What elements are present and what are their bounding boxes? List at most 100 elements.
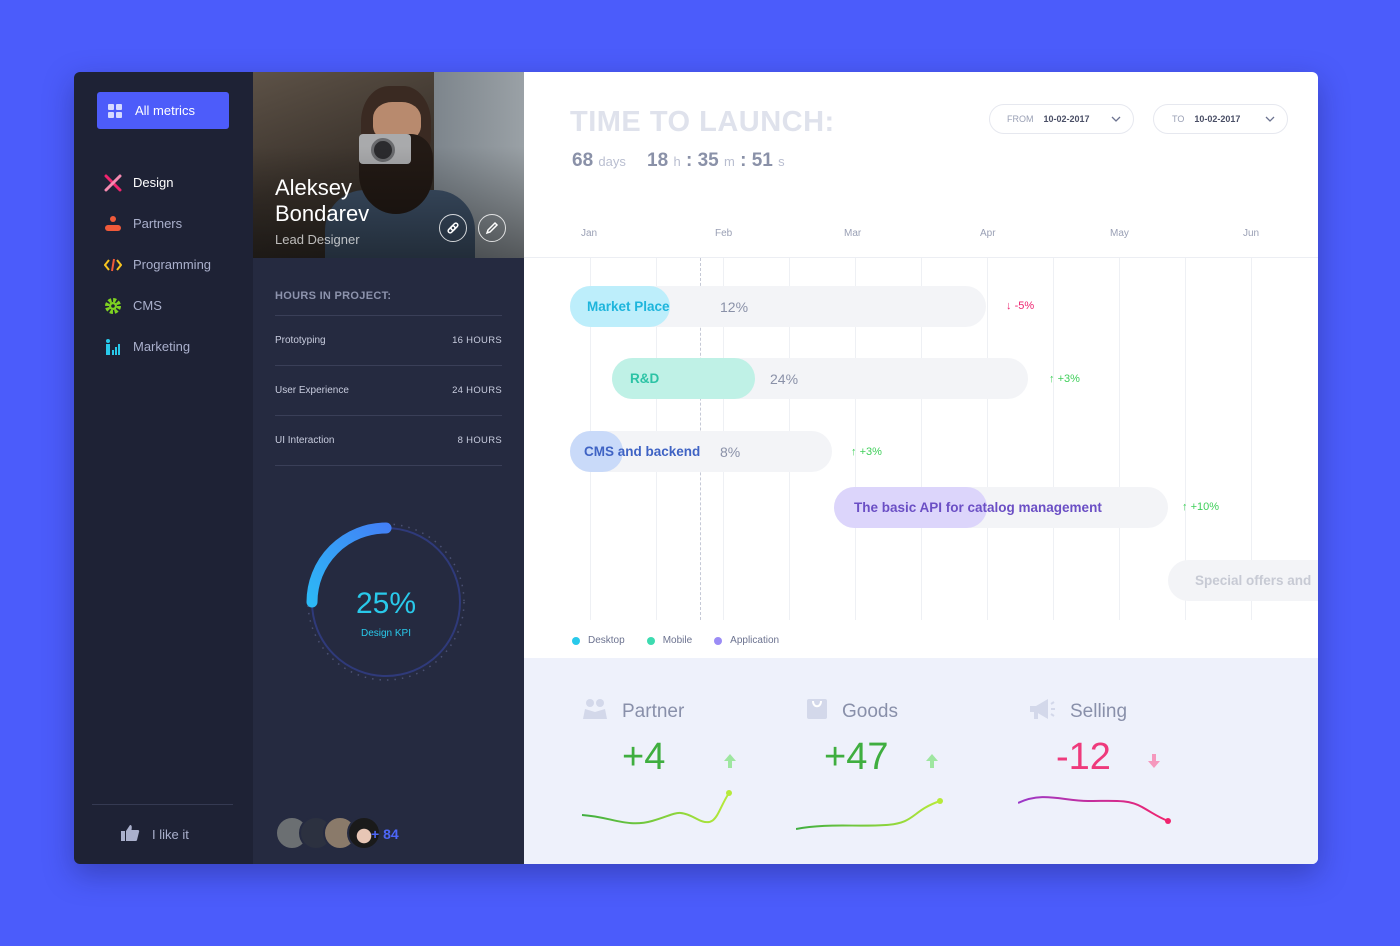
kpi-ring xyxy=(306,522,466,682)
chart-legend: Desktop Mobile Application xyxy=(572,635,801,646)
sidebar: All metrics Design Partners Programming xyxy=(74,72,253,864)
timeline-months: Jan Feb Mar Apr May Jun xyxy=(524,228,1318,242)
partners-icon xyxy=(104,215,122,233)
hours-value: 8 HOURS xyxy=(457,435,502,446)
all-metrics-label: All metrics xyxy=(135,103,195,118)
goods-sparkline xyxy=(796,798,943,830)
stat-goods: Goods +47 xyxy=(796,658,1016,864)
arrow-down-icon xyxy=(1148,754,1160,773)
partners-icon xyxy=(582,698,608,726)
pencil-icon xyxy=(485,221,499,235)
profile-name: Aleksey Bondarev xyxy=(275,175,370,226)
sidebar-item-partners[interactable]: Partners xyxy=(74,203,253,244)
chevron-down-icon xyxy=(1111,114,1121,124)
hours-title: HOURS IN PROJECT: xyxy=(275,290,392,302)
sidebar-item-label: Marketing xyxy=(133,339,191,354)
code-icon xyxy=(104,256,122,274)
arrow-up-icon: ↑ xyxy=(1182,501,1191,513)
dashboard-card: All metrics Design Partners Programming xyxy=(74,72,1318,864)
legend-item: Application xyxy=(714,635,779,646)
like-button[interactable]: I like it xyxy=(120,824,189,845)
task-delta: ↑ +10% xyxy=(1182,501,1220,513)
to-label: TO xyxy=(1172,114,1185,124)
hours-row: User Experience 24 HOURS xyxy=(275,365,502,415)
sidebar-item-design[interactable]: Design xyxy=(74,162,253,203)
task-name: Market Place xyxy=(587,299,670,314)
task-name: R&D xyxy=(630,371,660,386)
task-percent: 8% xyxy=(720,444,741,460)
arrow-down-icon: ↓ xyxy=(1006,300,1015,312)
arrow-up-icon: ↑ xyxy=(1049,373,1058,385)
sidebar-item-label: Programming xyxy=(133,257,212,272)
sidebar-item-label: Partners xyxy=(133,216,183,231)
members-more[interactable]: + 84 xyxy=(371,826,399,842)
stat-label: Partner xyxy=(622,701,685,722)
team-avatars[interactable] xyxy=(275,816,381,850)
sidebar-item-label: CMS xyxy=(133,298,162,313)
month-label: Apr xyxy=(980,228,996,239)
stat-selling: Selling -12 xyxy=(1018,658,1238,864)
legend-item: Desktop xyxy=(572,635,625,646)
edit-button[interactable] xyxy=(478,214,506,242)
thumbs-up-icon xyxy=(120,824,140,845)
profile-role: Lead Designer xyxy=(275,232,360,247)
hours-row: Prototyping 16 HOURS xyxy=(275,315,502,365)
from-date-select[interactable]: FROM 10-02-2017 xyxy=(989,104,1134,134)
month-label: Jan xyxy=(581,228,598,239)
sidebar-item-programming[interactable]: Programming xyxy=(74,244,253,285)
stat-value: -12 xyxy=(1056,736,1111,778)
shopping-bag-icon xyxy=(806,698,828,726)
link-icon xyxy=(447,222,459,234)
legend-item: Mobile xyxy=(646,635,692,646)
month-label: May xyxy=(1110,228,1129,239)
month-label: Mar xyxy=(844,228,862,239)
main-panel: TIME TO LAUNCH: 68 days 18 h : 35 m : 51… xyxy=(524,72,1318,864)
task-name: CMS and backend xyxy=(584,444,701,459)
profile-panel: Aleksey Bondarev Lead Designer HOURS IN … xyxy=(253,72,524,864)
megaphone-icon xyxy=(1028,698,1056,726)
hours-value: 24 HOURS xyxy=(452,385,502,396)
partner-sparkline xyxy=(581,790,732,825)
all-metrics-button[interactable]: All metrics xyxy=(97,92,229,129)
task-name: The basic API for catalog management xyxy=(854,500,1102,515)
kpi-label: Design KPI xyxy=(360,628,412,639)
timeline-axis xyxy=(524,257,1318,258)
hours-list: Prototyping 16 HOURS User Experience 24 … xyxy=(275,315,502,466)
arrow-up-icon xyxy=(926,754,938,773)
from-date: 10-02-2017 xyxy=(1043,114,1090,124)
sidebar-item-cms[interactable]: CMS xyxy=(74,285,253,326)
task-delta: ↑ +3% xyxy=(1049,373,1080,385)
sidebar-item-marketing[interactable]: Marketing xyxy=(74,326,253,367)
stat-partner: Partner +4 xyxy=(572,658,792,864)
hours-label: Prototyping xyxy=(275,335,326,346)
link-button[interactable] xyxy=(439,214,467,242)
sidebar-nav: Design Partners Programming CMS xyxy=(74,162,253,367)
design-tools-icon xyxy=(104,174,122,192)
arrow-up-icon xyxy=(724,754,736,773)
page-title: TIME TO LAUNCH: xyxy=(570,106,835,138)
arrow-up-icon: ↑ xyxy=(851,446,860,458)
stats-panel: Partner +4 Goods +47 xyxy=(524,658,1318,864)
grid-icon xyxy=(108,103,122,118)
countdown: 68 days 18 h : 35 m : 51 s xyxy=(572,150,785,171)
hours-label: User Experience xyxy=(275,385,349,396)
to-date: 10-02-2017 xyxy=(1194,114,1241,124)
like-label: I like it xyxy=(152,827,189,842)
chevron-down-icon xyxy=(1265,114,1275,124)
stat-value: +4 xyxy=(622,736,666,778)
task-percent: 24% xyxy=(770,371,799,387)
hours-value: 16 HOURS xyxy=(452,335,502,346)
stat-value: +47 xyxy=(824,736,889,778)
gear-icon xyxy=(104,297,122,315)
avatar xyxy=(347,816,381,850)
stat-label: Selling xyxy=(1070,701,1128,722)
month-label: Feb xyxy=(715,228,733,239)
stat-label: Goods xyxy=(842,701,898,722)
to-date-select[interactable]: TO 10-02-2017 xyxy=(1153,104,1288,134)
sidebar-item-label: Design xyxy=(133,175,174,190)
month-label: Jun xyxy=(1243,228,1260,239)
task-name: Special offers and xyxy=(1195,573,1312,588)
marketing-icon xyxy=(104,338,122,356)
hours-label: UI Interaction xyxy=(275,435,335,446)
hours-row: UI Interaction 8 HOURS xyxy=(275,415,502,466)
